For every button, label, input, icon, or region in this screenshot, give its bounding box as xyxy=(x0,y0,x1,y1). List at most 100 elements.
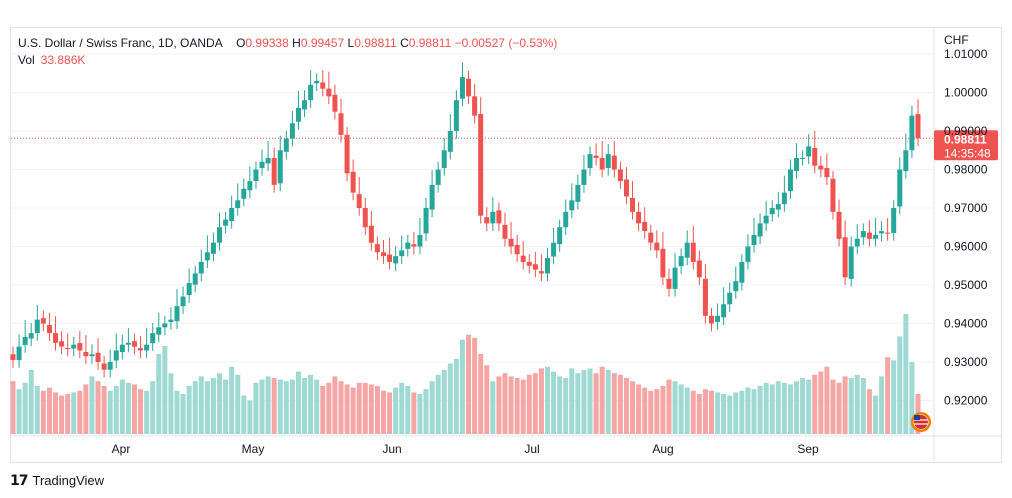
volume-bar xyxy=(490,381,496,434)
candle-body xyxy=(174,306,180,322)
candle-body xyxy=(520,255,526,262)
volume-bar xyxy=(708,390,714,434)
candle-body xyxy=(715,315,721,322)
volume-bar xyxy=(526,374,532,434)
volume-bar xyxy=(459,339,465,434)
candle-body xyxy=(453,100,459,131)
volume-bar xyxy=(40,390,46,434)
volume-bar xyxy=(739,390,745,434)
volume-bar xyxy=(484,365,490,434)
candle-body xyxy=(356,194,362,208)
volume-bar xyxy=(83,384,89,434)
time-axis: Apr May Jun Jul Aug Sep xyxy=(112,412,931,456)
candle-body xyxy=(708,315,714,324)
symbol-title: U.S. Dollar / Swiss Franc, 1D, OANDA xyxy=(18,36,223,50)
candle-body xyxy=(144,344,150,351)
candle-body xyxy=(162,323,168,328)
candle-body xyxy=(903,150,909,172)
y-tick-label: 1.01000 xyxy=(944,47,988,61)
candle-body xyxy=(223,219,229,226)
high-value: 0.99457 xyxy=(300,36,345,50)
volume-bar xyxy=(46,387,52,434)
candle-body xyxy=(727,292,733,305)
candle-body xyxy=(836,211,842,239)
volume-bar xyxy=(587,368,593,434)
candle-body xyxy=(781,192,787,205)
low-label: L xyxy=(347,36,355,50)
candle-body xyxy=(605,154,611,168)
candle-body xyxy=(909,115,915,151)
price-axis: 1.01000 1.00000 0.99000 0.98000 0.97000 0.960… xyxy=(944,33,988,408)
candle-body xyxy=(235,200,241,208)
candle-body xyxy=(125,342,131,345)
candle-body xyxy=(314,80,320,84)
candle-body xyxy=(83,351,89,357)
candle-body xyxy=(830,178,836,212)
volume-bar xyxy=(666,379,672,434)
candle-body xyxy=(478,114,484,216)
volume-bar xyxy=(660,386,666,434)
volume-bar xyxy=(138,389,144,434)
volume-bar xyxy=(866,389,872,434)
candle-body xyxy=(320,82,326,89)
volume-bar xyxy=(672,381,678,434)
volume-bar xyxy=(502,373,508,434)
volume-bar xyxy=(113,386,119,434)
candle-body xyxy=(350,171,356,193)
volume-bar xyxy=(496,376,502,434)
candle-body xyxy=(332,94,338,112)
volume-bar xyxy=(848,378,854,434)
candle-body xyxy=(623,179,629,197)
volume-bar xyxy=(399,382,405,434)
volume-bar xyxy=(326,382,332,434)
candle-body xyxy=(405,242,411,249)
candle-body xyxy=(654,242,660,251)
high-label: H xyxy=(292,36,301,50)
candle-body xyxy=(757,223,763,237)
candle-body xyxy=(295,107,301,122)
volume-bar xyxy=(295,371,301,434)
volume-bar xyxy=(727,395,733,434)
volume-bar xyxy=(702,389,708,434)
tradingview-footer[interactable]: 𝟭𝟳 TradingView xyxy=(10,472,104,489)
volume-bar xyxy=(277,379,283,434)
candle-body xyxy=(429,184,435,210)
volume-bar xyxy=(150,381,156,434)
y-tick-label: 0.96000 xyxy=(944,240,988,254)
volume-bar xyxy=(684,387,690,434)
candle-body xyxy=(678,256,684,267)
candle-body xyxy=(563,211,569,228)
candle-body xyxy=(308,84,314,101)
volume-bar xyxy=(824,366,830,434)
candle-body xyxy=(277,150,283,184)
volume-bar xyxy=(466,334,472,434)
volume-bar xyxy=(563,378,569,434)
tradingview-logo-icon: 𝟭𝟳 xyxy=(10,472,29,488)
candle-body xyxy=(690,242,696,262)
volume-bar xyxy=(860,378,866,434)
candle-body xyxy=(399,250,405,257)
volume-bar xyxy=(65,394,71,434)
volume-bar xyxy=(289,379,295,434)
candle-body xyxy=(848,246,854,279)
candle-body xyxy=(89,354,95,357)
volume-bar xyxy=(59,395,65,434)
volume-bar xyxy=(192,381,198,434)
candle-body xyxy=(362,208,368,228)
volume-bar xyxy=(605,370,611,434)
volume-bar xyxy=(775,381,781,434)
candle-body xyxy=(34,319,40,334)
candle-body xyxy=(259,161,265,168)
volume-bar xyxy=(690,390,696,434)
candle-body xyxy=(101,363,107,370)
candle-body xyxy=(775,204,781,210)
volume-bar xyxy=(198,376,204,434)
x-tick-label: Jun xyxy=(382,442,401,456)
x-tick-label: Apr xyxy=(112,442,131,456)
y-tick-label: 0.99000 xyxy=(944,124,988,138)
candle-body xyxy=(53,333,59,343)
candle-body xyxy=(866,232,872,239)
candle-body xyxy=(514,244,520,255)
candle-body xyxy=(660,248,666,278)
